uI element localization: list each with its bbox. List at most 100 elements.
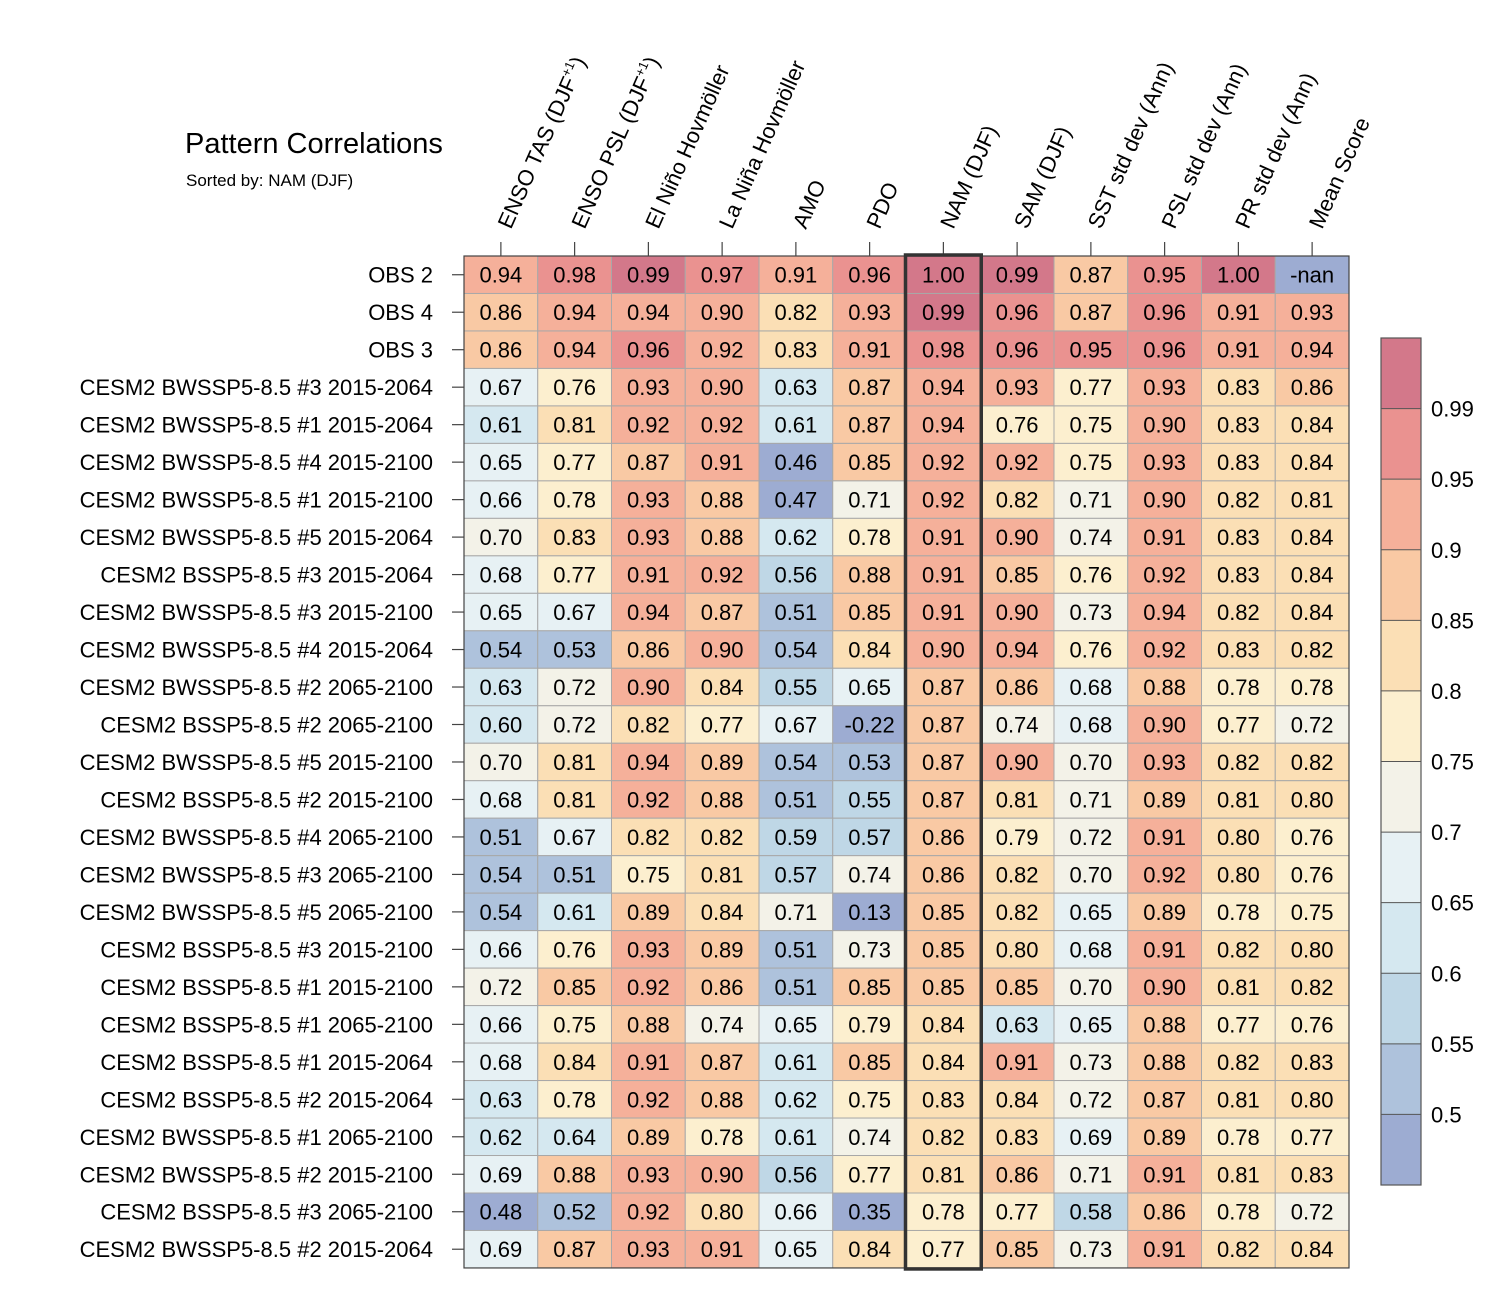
heatmap-cell — [463, 255, 539, 294]
cell-value: 0.87 — [922, 713, 965, 738]
cell-value: 0.47 — [774, 488, 817, 513]
heatmap-cell — [1201, 405, 1276, 444]
colorbar-segment — [1381, 338, 1421, 409]
cell-value: 0.61 — [553, 900, 596, 925]
heatmap-cell — [1201, 555, 1276, 594]
heatmap-cell — [832, 480, 907, 519]
heatmap-cell — [537, 517, 612, 557]
heatmap-cell — [1053, 742, 1129, 782]
cell-value: 0.93 — [627, 937, 670, 962]
cell-value: 0.70 — [1069, 975, 1112, 1000]
cell-value: 0.91 — [922, 600, 965, 625]
heatmap-cell — [611, 930, 686, 969]
heatmap-cell — [1274, 705, 1350, 744]
column-label: AMO — [788, 176, 831, 232]
heatmap-cell — [1274, 367, 1350, 407]
row-labels: OBS 2 OBS 4 OBS 3 CESM2 BWSSP5-8.5 #3 2015-… — [80, 263, 464, 1262]
heatmap-cell — [463, 930, 539, 969]
cell-value: 0.88 — [1143, 675, 1186, 700]
cell-value: 0.66 — [479, 488, 522, 513]
cell-value: 0.85 — [922, 975, 965, 1000]
colorbar: 0.5 0.55 0.6 0.65 0.7 0.75 0.8 0.85 0.9 0.95 0.99 — [1380, 337, 1474, 1186]
cell-value: 0.94 — [627, 600, 670, 625]
cell-value: 0.85 — [922, 937, 965, 962]
heatmap-cell — [758, 592, 834, 632]
cell-value: 0.75 — [553, 1012, 596, 1037]
cell-value: 0.90 — [922, 638, 965, 663]
cell-value: 0.89 — [627, 1125, 670, 1150]
cell-value: 0.66 — [479, 937, 522, 962]
heatmap-cell — [979, 1117, 1055, 1157]
heatmap-cell — [1053, 330, 1129, 369]
cell-value: 0.82 — [1217, 600, 1260, 625]
heatmap-cell — [463, 967, 539, 1007]
cell-value: 0.91 — [922, 525, 965, 550]
heatmap-cell — [684, 555, 760, 594]
row-label: CESM2 BSSP5-8.5 #2 2015-2100 — [100, 787, 433, 812]
heatmap-cell — [463, 1192, 539, 1231]
cell-value: 0.92 — [627, 1200, 670, 1225]
cell-value: 0.86 — [922, 825, 965, 850]
column-label: Mean Score — [1304, 113, 1375, 232]
cell-value: 0.96 — [848, 263, 891, 288]
colorbar-label: 0.99 — [1431, 397, 1474, 422]
heatmap-cell — [684, 667, 760, 707]
cell-value: 0.84 — [701, 900, 744, 925]
cell-value: 0.81 — [553, 750, 596, 775]
cell-value: 0.83 — [774, 338, 817, 363]
cell-value: 0.91 — [848, 338, 891, 363]
cell-value: 0.90 — [1143, 975, 1186, 1000]
heatmap-cell — [537, 1080, 612, 1119]
row-label: OBS 4 — [368, 300, 433, 325]
row-label: CESM2 BWSSP5-8.5 #1 2065-2100 — [80, 1125, 433, 1150]
heatmap-cell — [979, 780, 1055, 819]
colorbar-label: 0.55 — [1431, 1032, 1474, 1057]
heatmap-grid: 0.94 0.98 0.99 0.97 0.91 0.96 1.00 0.99 0.87 0.95… — [463, 253, 1350, 1271]
cell-value: 0.84 — [1291, 600, 1334, 625]
row-label: CESM2 BSSP5-8.5 #3 2065-2100 — [100, 1200, 433, 1225]
cell-value: 0.93 — [627, 488, 670, 513]
heatmap-cell — [1127, 367, 1202, 407]
cell-value: 0.78 — [848, 525, 891, 550]
cell-value: 0.88 — [701, 488, 744, 513]
sorted-column-highlight — [903, 253, 983, 1271]
cell-value: 0.75 — [848, 1087, 891, 1112]
cell-value: 0.75 — [627, 862, 670, 887]
colorbar-label: 0.9 — [1431, 538, 1462, 563]
cell-value: 0.96 — [627, 338, 670, 363]
cell-value: 0.84 — [922, 1050, 965, 1075]
heatmap-cell — [1127, 930, 1202, 969]
colorbar-segment — [1381, 408, 1421, 480]
cell-value: 0.80 — [1291, 937, 1334, 962]
heatmap-cell — [1127, 1229, 1202, 1269]
column-label-superscript: +1 — [558, 59, 578, 79]
cell-value: 0.86 — [627, 638, 670, 663]
heatmap-cell — [832, 330, 907, 369]
heatmap-cell — [758, 892, 834, 932]
cell-value: 0.77 — [848, 1162, 891, 1187]
cell-value: 0.51 — [553, 862, 596, 887]
cell-value: 0.51 — [479, 825, 522, 850]
cell-value: 0.91 — [922, 563, 965, 588]
colorbar-label: 0.95 — [1431, 467, 1474, 492]
cell-value: 0.76 — [1291, 825, 1334, 850]
heatmap-cell — [1053, 892, 1129, 932]
cell-value: 0.74 — [701, 1012, 744, 1037]
cell-value: 0.88 — [701, 787, 744, 812]
cell-value: 0.48 — [479, 1200, 522, 1225]
heatmap-cell — [684, 292, 760, 332]
cell-value: 0.77 — [553, 563, 596, 588]
cell-value: 0.80 — [1291, 1087, 1334, 1112]
cell-value: 0.13 — [848, 900, 891, 925]
cell-value: 0.72 — [1069, 1087, 1112, 1112]
cell-value: 0.90 — [996, 525, 1039, 550]
cell-value: 0.90 — [701, 638, 744, 663]
column-label: PDO — [861, 178, 903, 232]
cell-value: 0.94 — [1143, 600, 1186, 625]
heatmap-cell — [1274, 1005, 1350, 1044]
cell-value: 0.93 — [627, 1237, 670, 1262]
cell-value: 0.92 — [701, 563, 744, 588]
column-headers: ENSO TAS (DJF+1)ENSO PSL (DJF+1)El Niño … — [493, 53, 1375, 256]
heatmap-cell — [537, 817, 612, 857]
cell-value: 0.72 — [479, 975, 522, 1000]
